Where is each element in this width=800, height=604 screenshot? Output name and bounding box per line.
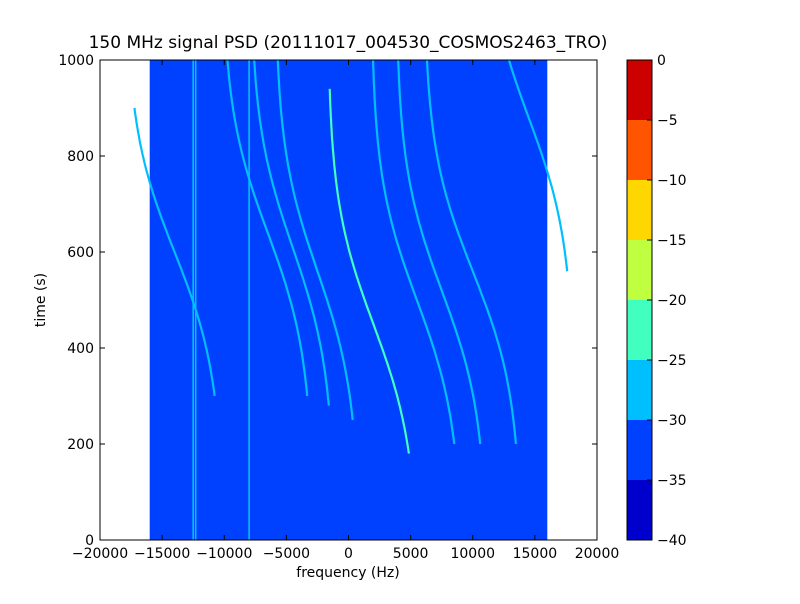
colorbar-tick-label: −35 <box>657 473 687 489</box>
x-tick-label: −10000 <box>196 546 252 562</box>
y-tick-label: 600 <box>67 245 94 261</box>
colorbar-tick-label: −30 <box>657 413 687 429</box>
colorbar-tick-label: −40 <box>657 533 687 549</box>
x-axis: −20000 −15000 −10000 −5000 0 5000 10000 15000 20… <box>72 60 619 562</box>
y-tick-label: 1000 <box>58 53 94 69</box>
colorbar: −40 −35 −30 −25 −20 −15 −10 −5 0 <box>626 53 687 549</box>
x-axis-label: frequency (Hz) <box>296 565 399 581</box>
doppler-trace <box>226 59 309 397</box>
y-axis-label: time (s) <box>33 273 49 327</box>
doppler-trace <box>328 88 410 454</box>
x-tick-label: −20000 <box>72 546 128 562</box>
doppler-trace <box>425 59 517 445</box>
colorbar-tick-label: 0 <box>657 53 666 69</box>
heatmap-layer <box>133 59 569 540</box>
doppler-trace <box>276 59 354 421</box>
doppler-trace <box>253 59 330 406</box>
colorbar-segment <box>627 420 652 480</box>
colorbar-segment <box>627 360 652 420</box>
chart-title: 150 MHz signal PSD (20111017_004530_COSM… <box>89 33 608 53</box>
y-tick-label: 800 <box>67 149 94 165</box>
colorbar-segment <box>627 300 652 360</box>
x-tick-label: 15000 <box>513 546 558 562</box>
doppler-trace <box>507 59 569 272</box>
doppler-trace <box>372 59 456 445</box>
x-tick-label: −15000 <box>134 546 190 562</box>
colorbar-segment <box>627 480 652 540</box>
x-tick-label: −5000 <box>263 546 310 562</box>
x-tick-label: 20000 <box>575 546 620 562</box>
colorbar-segment <box>627 120 652 180</box>
doppler-trace <box>133 107 216 397</box>
colorbar-segment <box>627 60 652 120</box>
colorbar-tick-label: −15 <box>657 233 687 249</box>
heatmap-background <box>149 60 548 540</box>
colorbar-tick-label: −25 <box>657 353 687 369</box>
x-tick-label: 5000 <box>393 546 429 562</box>
colorbar-segment <box>627 180 652 240</box>
colorbar-segment <box>627 240 652 300</box>
colorbar-tick-label: −20 <box>657 293 687 309</box>
x-tick-label: 10000 <box>450 546 495 562</box>
plot-area <box>99 59 598 541</box>
colorbar-tick-label: −5 <box>657 113 678 129</box>
y-tick-label: 400 <box>67 341 94 357</box>
y-tick-label: 200 <box>67 437 94 453</box>
colorbar-tick-label: −10 <box>657 173 687 189</box>
y-tick-label: 0 <box>85 533 94 549</box>
x-tick-label: 0 <box>344 546 353 562</box>
doppler-trace <box>397 59 482 445</box>
y-axis: 0 200 400 600 800 1000 <box>58 53 597 549</box>
